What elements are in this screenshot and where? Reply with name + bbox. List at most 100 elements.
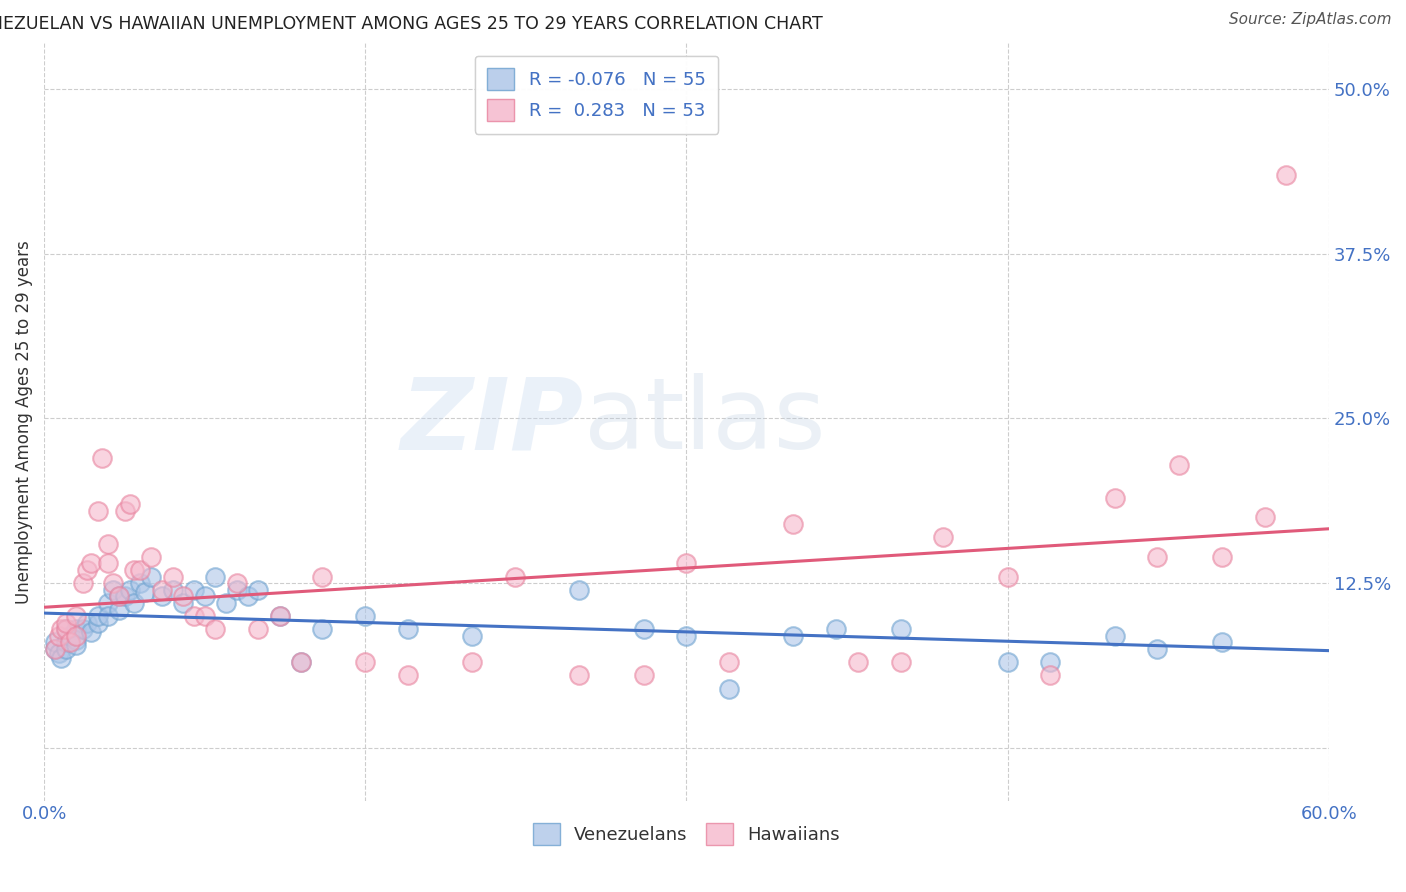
- Point: [44, 635, 66, 649]
- Point: [247, 582, 270, 597]
- Point: [269, 609, 291, 624]
- Y-axis label: Unemployment Among Ages 25 to 29 years: Unemployment Among Ages 25 to 29 years: [15, 240, 32, 604]
- Point: [396, 668, 419, 682]
- Point: [76, 563, 98, 577]
- Text: VENEZUELAN VS HAWAIIAN UNEMPLOYMENT AMONG AGES 25 TO 29 YEARS CORRELATION CHART: VENEZUELAN VS HAWAIIAN UNEMPLOYMENT AMON…: [0, 15, 823, 33]
- Text: ZIP: ZIP: [401, 373, 583, 470]
- Point: [122, 596, 145, 610]
- Point: [162, 569, 184, 583]
- Point: [290, 655, 312, 669]
- Point: [55, 642, 77, 657]
- Point: [76, 615, 98, 630]
- Point: [172, 590, 194, 604]
- Point: [65, 629, 87, 643]
- Point: [150, 590, 173, 604]
- Point: [225, 582, 247, 597]
- Point: [97, 596, 120, 610]
- Point: [718, 681, 741, 696]
- Point: [461, 629, 484, 643]
- Point: [236, 590, 259, 604]
- Point: [890, 655, 912, 669]
- Point: [114, 590, 136, 604]
- Point: [1253, 510, 1275, 524]
- Point: [48, 629, 70, 643]
- Point: [65, 609, 87, 624]
- Point: [782, 629, 804, 643]
- Point: [80, 624, 103, 639]
- Point: [247, 623, 270, 637]
- Point: [782, 516, 804, 531]
- Point: [90, 450, 112, 465]
- Point: [1146, 642, 1168, 657]
- Legend: R = -0.076   N = 55, R =  0.283   N = 53: R = -0.076 N = 55, R = 0.283 N = 53: [475, 55, 718, 134]
- Point: [80, 557, 103, 571]
- Point: [114, 504, 136, 518]
- Point: [396, 623, 419, 637]
- Point: [59, 629, 82, 643]
- Point: [129, 576, 152, 591]
- Point: [51, 623, 73, 637]
- Point: [86, 504, 108, 518]
- Point: [932, 530, 955, 544]
- Point: [825, 623, 848, 637]
- Point: [1146, 549, 1168, 564]
- Point: [55, 623, 77, 637]
- Point: [108, 602, 131, 616]
- Point: [44, 642, 66, 657]
- Point: [172, 596, 194, 610]
- Point: [890, 623, 912, 637]
- Point: [97, 609, 120, 624]
- Point: [675, 629, 697, 643]
- Point: [1167, 458, 1189, 472]
- Point: [354, 609, 377, 624]
- Point: [55, 635, 77, 649]
- Point: [101, 576, 124, 591]
- Point: [51, 651, 73, 665]
- Point: [290, 655, 312, 669]
- Point: [183, 609, 205, 624]
- Point: [65, 632, 87, 647]
- Point: [1211, 549, 1233, 564]
- Point: [141, 549, 163, 564]
- Point: [129, 563, 152, 577]
- Point: [204, 623, 226, 637]
- Point: [101, 582, 124, 597]
- Point: [503, 569, 526, 583]
- Point: [1039, 655, 1062, 669]
- Point: [65, 638, 87, 652]
- Point: [461, 655, 484, 669]
- Point: [1039, 668, 1062, 682]
- Point: [72, 576, 94, 591]
- Point: [568, 582, 591, 597]
- Point: [134, 585, 156, 599]
- Point: [86, 615, 108, 630]
- Point: [633, 623, 655, 637]
- Point: [72, 623, 94, 637]
- Point: [633, 668, 655, 682]
- Point: [44, 642, 66, 657]
- Point: [354, 655, 377, 669]
- Point: [86, 609, 108, 624]
- Point: [194, 609, 217, 624]
- Point: [1104, 629, 1126, 643]
- Point: [108, 590, 131, 604]
- Point: [59, 635, 82, 649]
- Point: [162, 582, 184, 597]
- Point: [204, 569, 226, 583]
- Point: [118, 497, 141, 511]
- Point: [97, 557, 120, 571]
- Point: [55, 623, 77, 637]
- Point: [97, 536, 120, 550]
- Point: [194, 590, 217, 604]
- Point: [55, 615, 77, 630]
- Point: [225, 576, 247, 591]
- Point: [48, 646, 70, 660]
- Text: atlas: atlas: [583, 373, 825, 470]
- Point: [183, 582, 205, 597]
- Point: [675, 557, 697, 571]
- Point: [150, 582, 173, 597]
- Point: [141, 569, 163, 583]
- Point: [215, 596, 238, 610]
- Point: [311, 569, 333, 583]
- Point: [122, 563, 145, 577]
